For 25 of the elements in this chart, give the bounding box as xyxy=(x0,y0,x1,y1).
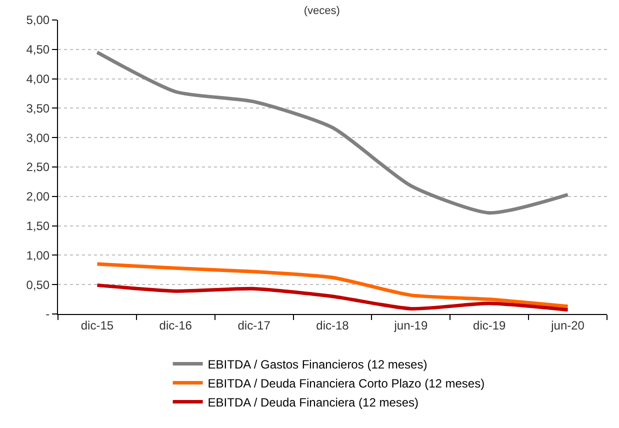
line-series xyxy=(95,50,570,215)
y-tick-label: 2,50 xyxy=(26,160,50,174)
chart-title: (veces) xyxy=(304,5,340,18)
line-series xyxy=(95,262,570,308)
x-tick-label: dic-16 xyxy=(159,318,192,332)
x-tick-label: dic-18 xyxy=(316,318,350,332)
x-tick-label: jun-20 xyxy=(550,318,585,332)
legend-label: EBITDA / Deuda Financiera (12 meses) xyxy=(208,395,419,410)
y-tick-label: 0,50 xyxy=(26,278,50,292)
x-tick-label: dic-15 xyxy=(80,318,114,332)
legend-label: EBITDA / Gastos Financieros (12 meses) xyxy=(208,357,428,372)
y-tick-label: 2,00 xyxy=(26,190,50,204)
y-tick-label: - xyxy=(46,307,50,322)
x-tick-label: jun-19 xyxy=(393,318,428,332)
y-tick-label: 3,50 xyxy=(26,101,50,116)
legend-label: EBITDA / Deuda Financiera Corto Plazo (12 meses) xyxy=(208,376,485,390)
y-tick-label: 3,00 xyxy=(26,130,50,145)
x-tick-label: dic-17 xyxy=(238,318,271,332)
y-tick-label: 4,00 xyxy=(26,72,50,86)
x-tick-label: dic-19 xyxy=(473,318,506,332)
line-series xyxy=(95,283,570,312)
y-tick-label: 1,00 xyxy=(26,248,50,262)
y-tick-label: 5,00 xyxy=(26,13,50,28)
y-tick-label: 1,50 xyxy=(26,219,50,233)
y-tick-label: 4,50 xyxy=(26,42,50,57)
